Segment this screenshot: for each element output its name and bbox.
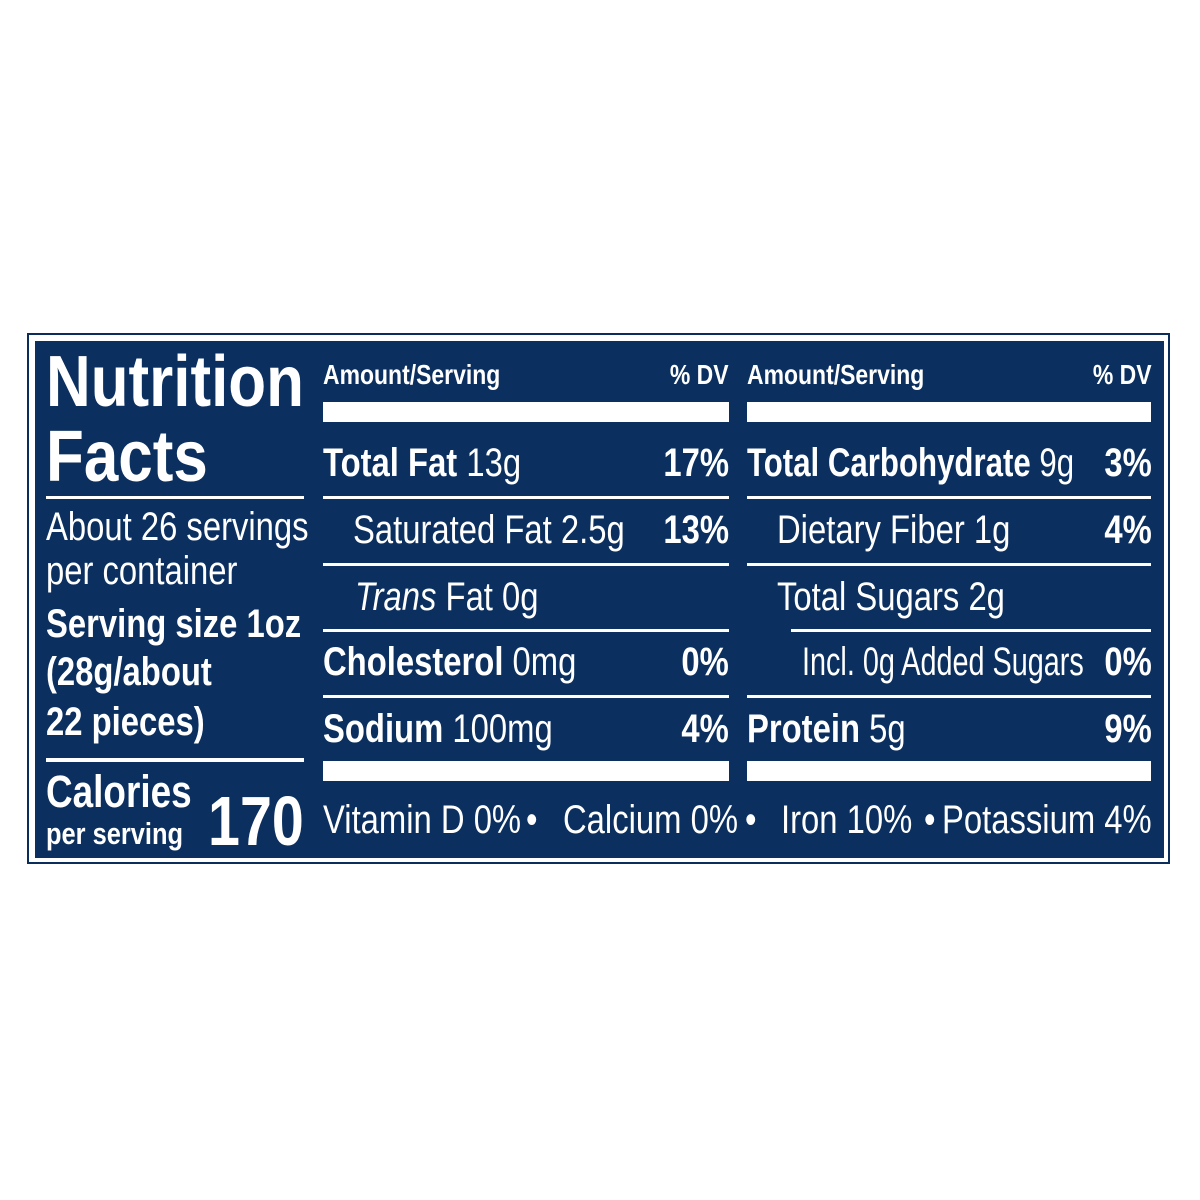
row-total-fat: Total Fat 13g	[323, 441, 522, 485]
divider	[323, 629, 729, 632]
row-total-sugars: Total Sugars 2g	[777, 575, 1005, 619]
title-nutrition: Nutrition	[46, 342, 304, 422]
header-amount: Amount/Serving	[747, 359, 925, 390]
row-saturated-fat: Saturated Fat 2.5g	[353, 508, 625, 552]
row-cholesterol: Cholesterol 0mg	[323, 640, 577, 684]
separator-dot: •	[526, 798, 538, 842]
separator-dot: •	[745, 798, 757, 842]
thick-bar	[747, 761, 1151, 781]
serving-size-line3: 22 pieces)	[46, 700, 205, 744]
serving-size-line2: (28g/about	[46, 650, 212, 694]
servings-line2: per container	[46, 549, 238, 593]
calories-value: 170	[208, 782, 304, 860]
row-trans-fat: Trans Fat 0g	[355, 575, 539, 619]
separator-dot: •	[924, 798, 936, 842]
calories-label: Calories	[46, 766, 192, 817]
divider	[323, 563, 729, 566]
dv-protein: 9%	[1104, 707, 1152, 751]
dv-dietary-fiber: 4%	[1104, 508, 1152, 552]
servings-line1: About 26 servings	[46, 505, 309, 549]
divider	[747, 695, 1151, 698]
title-facts: Facts	[46, 417, 208, 497]
dv-cholesterol: 0%	[681, 640, 729, 684]
serving-size-line1: Serving size 1oz	[46, 602, 302, 646]
divider	[46, 496, 304, 499]
divider	[323, 496, 729, 499]
dv-saturated-fat: 13%	[663, 508, 729, 552]
divider	[747, 496, 1151, 499]
row-dietary-fiber: Dietary Fiber 1g	[777, 508, 1011, 552]
divider	[791, 629, 1151, 632]
divider	[747, 563, 1151, 566]
row-total-carbohydrate: Total Carbohydrate 9g	[747, 441, 1075, 485]
header-dv: % DV	[670, 359, 729, 390]
header-amount: Amount/Serving	[323, 359, 501, 390]
calories-sublabel: per serving	[46, 816, 184, 851]
row-added-sugars: Incl. 0g Added Sugars	[802, 640, 1084, 684]
vitamin-d: Vitamin D 0%	[323, 798, 522, 842]
calcium: Calcium 0%	[563, 798, 738, 842]
label-outer-border	[27, 333, 1170, 864]
potassium: Potassium 4%	[942, 798, 1152, 842]
header-dv: % DV	[1093, 359, 1152, 390]
thick-bar	[323, 761, 729, 781]
divider	[46, 758, 304, 762]
dv-total-fat: 17%	[663, 441, 729, 485]
thick-bar	[747, 402, 1151, 422]
thick-bar	[323, 402, 729, 422]
row-protein: Protein 5g	[747, 707, 906, 751]
iron: Iron 10%	[781, 798, 913, 842]
dv-sodium: 4%	[681, 707, 729, 751]
divider	[323, 695, 729, 698]
row-sodium: Sodium 100mg	[323, 707, 553, 751]
dv-total-carbohydrate: 3%	[1104, 441, 1152, 485]
dv-added-sugars: 0%	[1104, 640, 1152, 684]
